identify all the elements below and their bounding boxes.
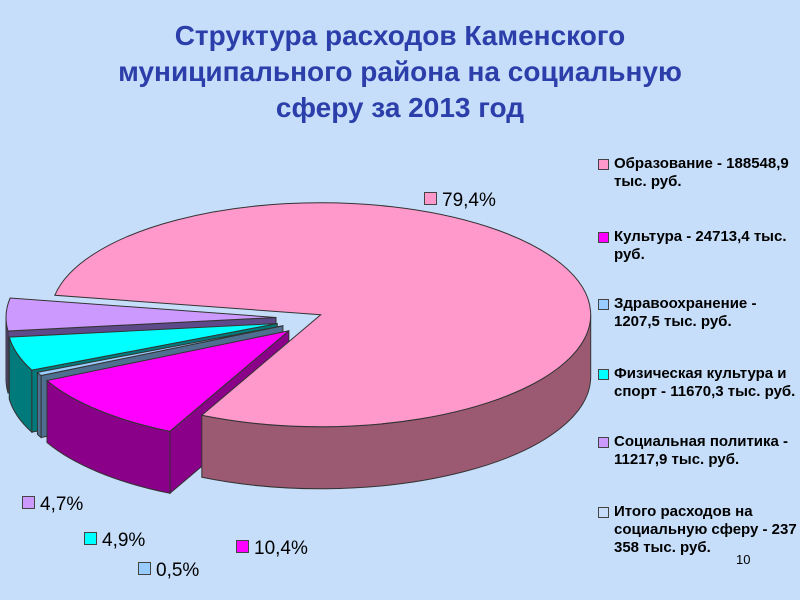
data-label-swatch-social-policy — [22, 496, 35, 509]
title-line-2: муниципального района на социальную — [118, 56, 682, 87]
legend-swatch-healthcare — [598, 299, 609, 310]
title-line-1: Структура расходов Каменского — [174, 20, 626, 51]
data-label-text-healthcare: 0,5% — [156, 560, 200, 581]
data-label-swatch-education — [424, 192, 437, 205]
pie-slice-sport — [8, 323, 278, 371]
data-label-swatch-culture — [236, 540, 249, 553]
data-label-text-culture: 10,4% — [254, 538, 308, 559]
title-line-3: сферу за 2013 год — [275, 92, 525, 123]
data-label-social-policy: 4,7% — [22, 494, 83, 516]
legend-label-healthcare: Здравоохранение - 1207,5 тыс. руб. — [614, 295, 757, 330]
data-label-swatch-healthcare — [138, 562, 151, 575]
pie-slice-social-policy — [5, 297, 277, 332]
data-label-text-education: 79,4% — [442, 190, 496, 211]
data-label-sport: 4,9% — [84, 530, 145, 552]
data-label-swatch-sport — [84, 532, 97, 545]
legend-label-sport: Физическая культура и спорт - 11670,3 ты… — [614, 365, 796, 400]
legend-swatch-sport — [598, 369, 609, 380]
data-label-education: 79,4% — [424, 190, 496, 212]
legend-swatch-education — [598, 159, 609, 170]
data-label-text-sport: 4,9% — [102, 530, 146, 551]
page-number: 10 — [736, 552, 751, 567]
pie-slice-healthcare — [36, 325, 284, 377]
pie-slice-culture — [45, 330, 290, 432]
legend-swatch-social-policy — [598, 437, 609, 448]
legend-swatch-culture — [598, 232, 609, 243]
data-label-culture: 10,4% — [236, 538, 308, 560]
pie-tops — [5, 202, 592, 432]
pie-slice-education — [54, 202, 592, 428]
legend-swatch-total — [598, 507, 609, 518]
legend-label-education: Образование - 188548,9 тыс. руб. — [614, 155, 789, 190]
data-label-healthcare: 0,5% — [138, 560, 199, 582]
legend-label-culture: Культура - 24713,4 тыс. руб. — [614, 228, 787, 263]
chart-title: Структура расходов Каменского муниципаль… — [60, 18, 740, 126]
legend-label-total: Итого расходов на социальную сферу - 237… — [614, 503, 797, 556]
legend-label-social-policy: Социальная политика - 11217,9 тыс. руб. — [614, 433, 789, 468]
pie-side-healthcare — [36, 371, 42, 439]
data-label-text-social-policy: 4,7% — [40, 494, 84, 515]
